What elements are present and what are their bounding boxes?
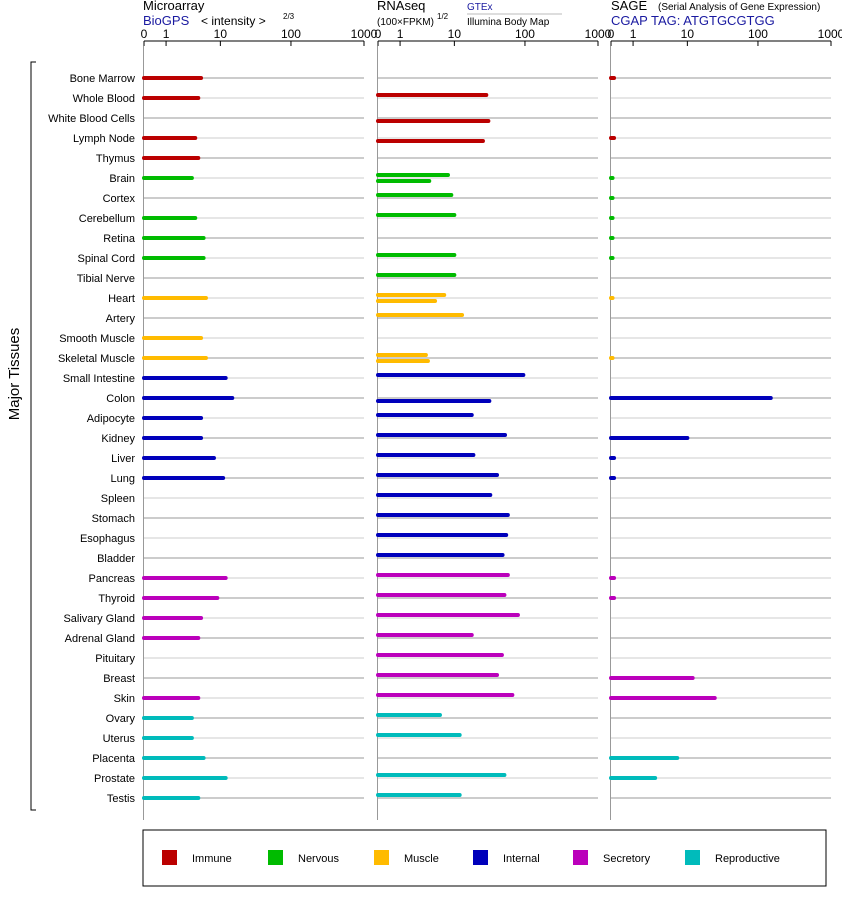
tissue-label: Placenta bbox=[92, 753, 136, 765]
tissue-label: Small Intestine bbox=[63, 373, 135, 385]
tissue-label: Heart bbox=[108, 293, 135, 305]
legend: Immune Nervous Muscle Internal Secretory Repr… bbox=[162, 850, 780, 865]
microarray-tick-label: 100 bbox=[281, 27, 301, 41]
legend-label-immune: Immune bbox=[192, 853, 232, 865]
major-tissues-label: Major Tissues bbox=[6, 328, 23, 421]
tissue-label: Liver bbox=[111, 453, 135, 465]
tissue-label: Cortex bbox=[103, 193, 136, 205]
major-tissues-bracket bbox=[30, 61, 36, 811]
tissue-label: Salivary Gland bbox=[63, 613, 135, 625]
illumina-label: Illumina Body Map bbox=[467, 17, 550, 28]
rnaseq-tick-label: 1000 bbox=[585, 27, 612, 41]
legend-label-internal: Internal bbox=[503, 853, 540, 865]
rnaseq-tick-label: 0 bbox=[375, 27, 382, 41]
rnaseq-exponent: 1/2 bbox=[437, 12, 449, 21]
tissue-label: Adrenal Gland bbox=[65, 633, 135, 645]
microarray-title: Microarray bbox=[143, 0, 205, 13]
tissue-label: Colon bbox=[106, 393, 135, 405]
rnaseq-tick-label: 100 bbox=[515, 27, 535, 41]
microarray-tick-label: 0 bbox=[141, 27, 148, 41]
legend-label-muscle: Muscle bbox=[404, 853, 439, 865]
tissue-label: Smooth Muscle bbox=[59, 333, 135, 345]
microarray-unit: < intensity > bbox=[201, 14, 266, 28]
legend-swatch-muscle bbox=[374, 850, 389, 865]
tissue-label: Skin bbox=[114, 693, 135, 705]
tissue-label: Ovary bbox=[106, 713, 136, 725]
tissue-label: Stomach bbox=[92, 513, 135, 525]
sage-tick-label: 10 bbox=[681, 27, 695, 41]
tissue-label: Spleen bbox=[101, 493, 135, 505]
tissue-label: Testis bbox=[107, 793, 136, 805]
tissue-label: Esophagus bbox=[80, 533, 136, 545]
tissue-label: Tibial Nerve bbox=[77, 273, 135, 285]
microarray-source: BioGPS bbox=[143, 13, 190, 28]
tissue-label: Lymph Node bbox=[73, 133, 135, 145]
legend-swatch-immune bbox=[162, 850, 177, 865]
sage-tick-label: 100 bbox=[748, 27, 768, 41]
tissue-label: Breast bbox=[103, 673, 135, 685]
sage-tag: CGAP TAG: ATGTGCGTGG bbox=[611, 13, 775, 28]
tissue-label: Pituitary bbox=[95, 653, 135, 665]
rnaseq-tick-label: 1 bbox=[397, 27, 404, 41]
tissue-label: Bladder bbox=[97, 553, 135, 565]
microarray-exponent: 2/3 bbox=[283, 12, 295, 21]
tissue-label: Cerebellum bbox=[79, 213, 135, 225]
sage-tick-label: 1000 bbox=[818, 27, 842, 41]
tissue-label: Adipocyte bbox=[87, 413, 135, 425]
tissue-label: Kidney bbox=[101, 433, 135, 445]
legend-label-reproductive: Reproductive bbox=[715, 853, 780, 865]
microarray-tick-label: 1 bbox=[163, 27, 170, 41]
sage-title: SAGE bbox=[611, 0, 647, 13]
tissue-label: Lung bbox=[111, 473, 135, 485]
legend-label-secretory: Secretory bbox=[603, 853, 651, 865]
tissue-label: Whole Blood bbox=[73, 93, 135, 105]
tissue-label: White Blood Cells bbox=[48, 113, 135, 125]
legend-swatch-reproductive bbox=[685, 850, 700, 865]
tissue-label: Uterus bbox=[103, 733, 136, 745]
tissue-label: Thymus bbox=[96, 153, 136, 165]
tissue-label: Spinal Cord bbox=[78, 253, 135, 265]
rnaseq-tick-label: 10 bbox=[448, 27, 462, 41]
legend-swatch-secretory bbox=[573, 850, 588, 865]
sage-subtitle: (Serial Analysis of Gene Expression) bbox=[658, 2, 820, 13]
tissue-label: Brain bbox=[109, 173, 135, 185]
sage-tick-label: 0 bbox=[608, 27, 615, 41]
microarray-tick-label: 1000 bbox=[351, 27, 378, 41]
bars-layer bbox=[142, 76, 773, 800]
tissue-label: Retina bbox=[103, 233, 136, 245]
tissue-label: Prostate bbox=[94, 773, 135, 785]
tissue-label: Pancreas bbox=[89, 573, 136, 585]
tissue-label: Thyroid bbox=[98, 593, 135, 605]
sage-tick-label: 1 bbox=[630, 27, 637, 41]
rnaseq-unit: (100×FPKM) bbox=[377, 17, 434, 28]
rows-layer: Bone Marrow Whole Blood White Blood Cells L… bbox=[48, 73, 831, 805]
tissue-label: Artery bbox=[106, 313, 136, 325]
microarray-tick-label: 10 bbox=[214, 27, 228, 41]
legend-swatch-internal bbox=[473, 850, 488, 865]
legend-label-nervous: Nervous bbox=[298, 853, 339, 865]
tissue-label: Bone Marrow bbox=[70, 73, 135, 85]
rnaseq-title: RNAseq bbox=[377, 0, 425, 13]
legend-swatch-nervous bbox=[268, 850, 283, 865]
tissue-label: Skeletal Muscle bbox=[58, 353, 135, 365]
gtex-label: GTEx bbox=[467, 2, 493, 13]
